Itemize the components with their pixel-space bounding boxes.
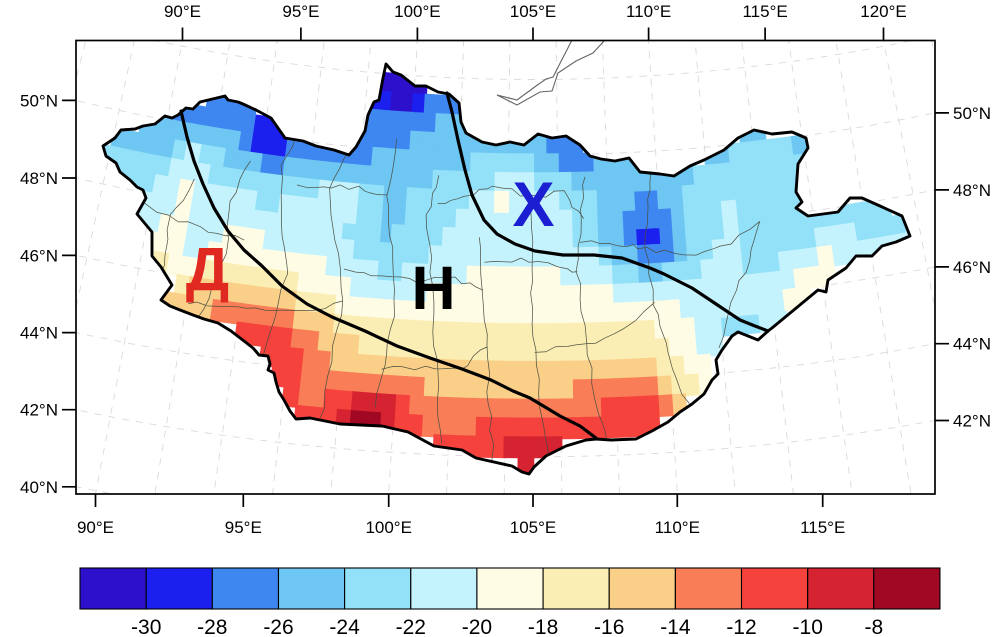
svg-text:-20: -20 (462, 616, 492, 637)
svg-text:50°N: 50°N (953, 104, 991, 123)
svg-text:-30: -30 (131, 616, 161, 637)
svg-text:-14: -14 (660, 616, 691, 637)
svg-text:42°N: 42°N (953, 412, 991, 431)
svg-text:110°E: 110°E (626, 2, 671, 21)
svg-text:100°E: 100°E (394, 2, 441, 21)
svg-text:90°E: 90°E (164, 2, 201, 21)
svg-text:-12: -12 (726, 616, 756, 637)
svg-text:50°N: 50°N (20, 91, 58, 110)
svg-text:-10: -10 (793, 616, 823, 637)
svg-text:-18: -18 (528, 616, 558, 637)
svg-text:-24: -24 (329, 616, 360, 637)
svg-text:110°E: 110°E (655, 518, 700, 537)
svg-text:Н: Н (411, 254, 455, 322)
svg-text:105°E: 105°E (510, 518, 557, 537)
svg-text:-16: -16 (594, 616, 624, 637)
svg-text:-26: -26 (263, 616, 293, 637)
svg-text:48°N: 48°N (953, 181, 991, 200)
svg-text:100°E: 100°E (365, 518, 412, 537)
svg-text:90°E: 90°E (77, 518, 114, 537)
svg-text:40°N: 40°N (20, 478, 58, 497)
svg-text:42°N: 42°N (20, 401, 58, 420)
svg-text:-22: -22 (396, 616, 426, 637)
svg-text:95°E: 95°E (225, 518, 262, 537)
svg-text:X: X (512, 170, 554, 240)
svg-text:105°E: 105°E (510, 2, 557, 21)
svg-text:44°N: 44°N (20, 324, 58, 343)
svg-text:46°N: 46°N (953, 258, 991, 277)
svg-text:120°E: 120°E (860, 2, 907, 21)
svg-text:115°E: 115°E (800, 518, 845, 537)
svg-text:46°N: 46°N (20, 246, 58, 265)
svg-text:Д: Д (186, 236, 229, 304)
svg-text:-8: -8 (864, 616, 883, 637)
svg-text:95°E: 95°E (282, 2, 319, 21)
svg-text:44°N: 44°N (953, 335, 991, 354)
svg-text:-28: -28 (197, 616, 227, 637)
svg-text:115°E: 115°E (742, 2, 787, 21)
svg-text:48°N: 48°N (20, 169, 58, 188)
